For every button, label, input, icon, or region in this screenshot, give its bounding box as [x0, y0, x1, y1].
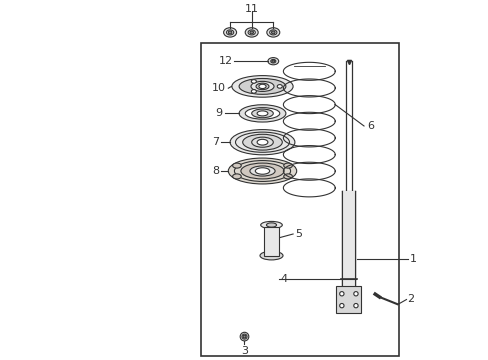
Ellipse shape — [270, 59, 275, 63]
Ellipse shape — [271, 60, 274, 62]
Ellipse shape — [339, 303, 343, 308]
Ellipse shape — [239, 78, 285, 94]
Text: 5: 5 — [294, 229, 301, 239]
Ellipse shape — [251, 90, 256, 93]
Bar — [342, 191, 355, 299]
Ellipse shape — [228, 31, 231, 34]
Ellipse shape — [283, 174, 292, 179]
Text: 4: 4 — [280, 274, 287, 284]
Ellipse shape — [242, 134, 282, 150]
Ellipse shape — [244, 108, 279, 119]
Ellipse shape — [249, 166, 275, 176]
Ellipse shape — [239, 105, 285, 122]
Text: 9: 9 — [215, 108, 223, 118]
Text: 8: 8 — [212, 166, 219, 176]
Text: 2: 2 — [407, 294, 414, 304]
Text: 6: 6 — [366, 121, 373, 131]
Ellipse shape — [256, 83, 268, 90]
Ellipse shape — [232, 174, 241, 179]
Ellipse shape — [255, 168, 269, 174]
Ellipse shape — [228, 158, 296, 184]
Ellipse shape — [269, 30, 276, 35]
Ellipse shape — [339, 292, 343, 296]
Ellipse shape — [277, 85, 282, 88]
Ellipse shape — [230, 130, 294, 155]
Ellipse shape — [223, 28, 236, 37]
Text: 1: 1 — [409, 254, 416, 264]
Ellipse shape — [249, 31, 253, 34]
Text: 10: 10 — [212, 83, 225, 93]
Ellipse shape — [240, 332, 248, 341]
Ellipse shape — [266, 28, 279, 37]
Text: 7: 7 — [212, 137, 219, 147]
Ellipse shape — [242, 334, 246, 339]
Polygon shape — [263, 227, 279, 256]
Ellipse shape — [266, 223, 276, 227]
Ellipse shape — [243, 335, 245, 338]
Ellipse shape — [251, 80, 256, 83]
Ellipse shape — [257, 139, 267, 145]
Ellipse shape — [232, 163, 241, 168]
Ellipse shape — [247, 30, 255, 35]
Ellipse shape — [250, 81, 273, 91]
Ellipse shape — [258, 84, 265, 89]
Ellipse shape — [241, 163, 284, 179]
Ellipse shape — [271, 31, 275, 34]
Ellipse shape — [226, 30, 233, 35]
Text: 11: 11 — [244, 4, 258, 14]
Ellipse shape — [257, 111, 267, 116]
Ellipse shape — [283, 163, 292, 168]
Ellipse shape — [231, 76, 292, 97]
Text: 3: 3 — [241, 346, 247, 356]
Ellipse shape — [353, 303, 357, 308]
Ellipse shape — [353, 292, 357, 296]
Ellipse shape — [251, 109, 273, 118]
Ellipse shape — [260, 221, 282, 229]
Ellipse shape — [244, 28, 258, 37]
Text: 12: 12 — [219, 56, 233, 66]
Bar — [336, 286, 361, 313]
Ellipse shape — [251, 137, 273, 147]
Bar — [201, 43, 399, 356]
Ellipse shape — [267, 58, 278, 65]
Ellipse shape — [260, 251, 283, 260]
